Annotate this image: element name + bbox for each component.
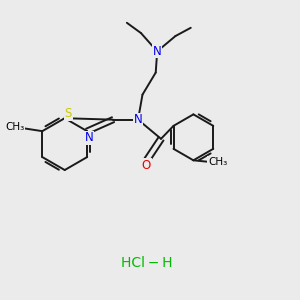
Text: HCl − H: HCl − H — [122, 256, 173, 270]
Text: N: N — [153, 45, 162, 58]
Text: O: O — [142, 159, 151, 172]
Text: N: N — [85, 131, 94, 144]
Text: CH₃: CH₃ — [5, 122, 25, 132]
Text: S: S — [64, 107, 72, 120]
Text: N: N — [134, 113, 142, 126]
Text: CH₃: CH₃ — [208, 157, 227, 167]
